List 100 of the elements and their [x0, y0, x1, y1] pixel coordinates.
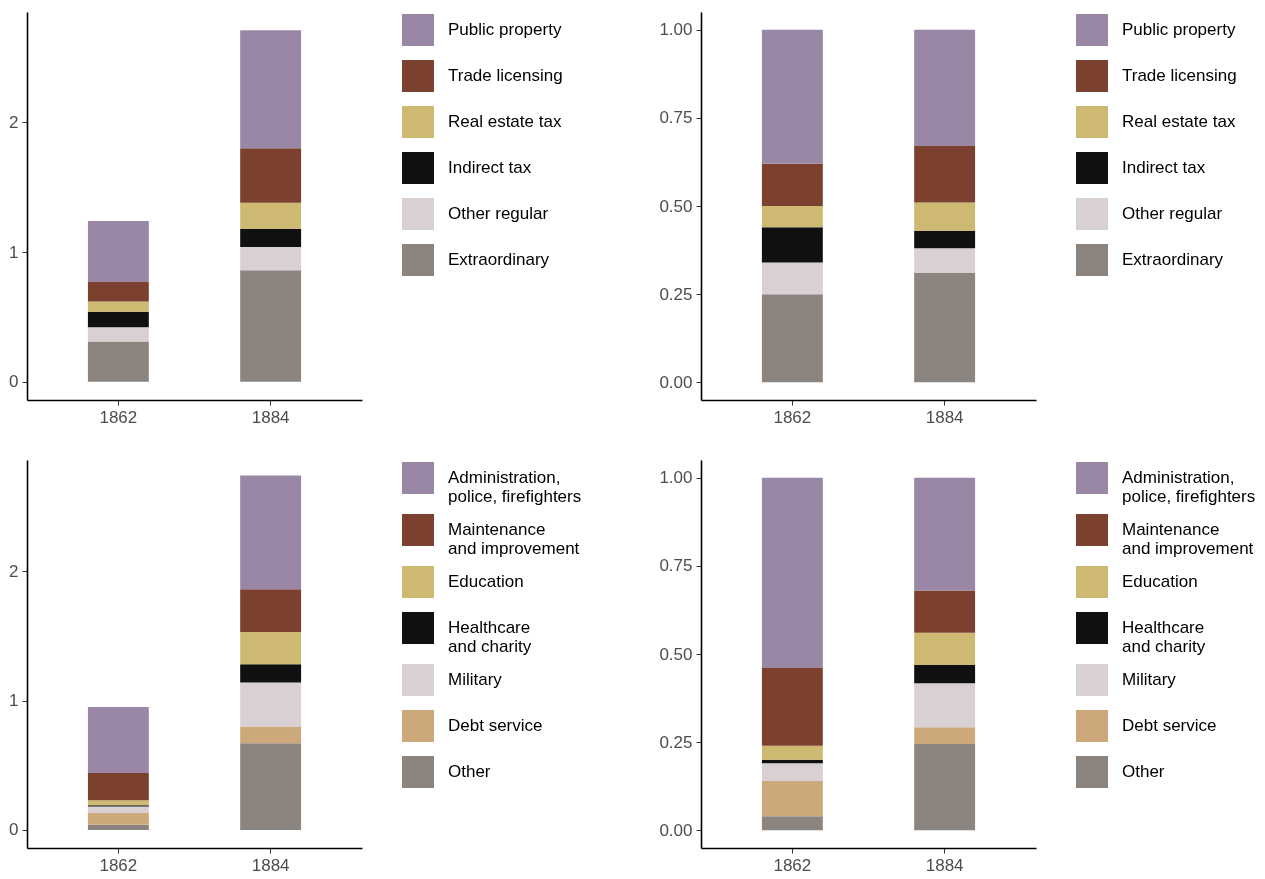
legend-label: Public property — [1122, 20, 1236, 39]
bar — [914, 664, 976, 684]
bar — [914, 248, 976, 274]
bar — [240, 589, 302, 633]
bar — [87, 327, 149, 342]
bar — [914, 29, 976, 147]
bar — [87, 281, 149, 302]
x-tick-label: 1884 — [925, 855, 964, 875]
y-tick-label: 0.75 — [659, 556, 693, 576]
bar — [240, 30, 302, 149]
bar — [87, 800, 149, 806]
x-tick-label: 1862 — [773, 855, 812, 875]
legend-label: Other regular — [448, 204, 549, 223]
bar — [240, 228, 302, 247]
legend-label: Debt service — [448, 716, 543, 735]
x-tick-label: 1862 — [99, 855, 138, 875]
legend-label: Military — [1122, 670, 1177, 689]
bar — [240, 682, 302, 727]
legend-label: Maintenance and improvement — [448, 520, 580, 558]
bar — [240, 148, 302, 203]
legend-label: Indirect tax — [448, 158, 532, 177]
bar — [87, 311, 149, 328]
legend-label: Indirect tax — [1122, 158, 1206, 177]
x-tick-label: 1862 — [99, 407, 138, 427]
y-tick-label: 0.25 — [659, 732, 693, 752]
bar — [914, 590, 976, 633]
bar — [914, 743, 976, 831]
bar — [914, 477, 976, 591]
y-tick-label: 0 — [9, 372, 19, 392]
bar — [87, 824, 149, 830]
x-tick-label: 1884 — [251, 855, 290, 875]
legend-label: Education — [448, 572, 524, 591]
bar — [87, 813, 149, 825]
bar — [761, 816, 823, 831]
bar — [761, 163, 823, 206]
bar — [761, 668, 823, 746]
bar — [240, 246, 302, 271]
y-tick-label: 0.50 — [659, 196, 693, 216]
y-tick-label: 1.00 — [659, 468, 693, 488]
y-tick-label: 0.50 — [659, 644, 693, 664]
bar — [240, 202, 302, 229]
legend-label: Debt service — [1122, 716, 1217, 735]
legend-label: Other — [448, 762, 491, 781]
bar — [87, 707, 149, 773]
bar — [914, 146, 976, 203]
bar — [761, 780, 823, 817]
bar — [240, 743, 302, 830]
legend-label: Extraordinary — [1122, 250, 1224, 269]
legend-label: Maintenance and improvement — [1122, 520, 1254, 558]
legend-label: Real estate tax — [448, 112, 562, 131]
bar — [240, 726, 302, 744]
bar — [914, 727, 976, 744]
bar — [761, 745, 823, 760]
legend-label: Healthcare and charity — [448, 618, 532, 656]
x-tick-label: 1884 — [925, 407, 964, 427]
bar — [914, 632, 976, 665]
bar — [761, 294, 823, 383]
y-tick-label: 0.75 — [659, 108, 693, 128]
bar — [761, 477, 823, 669]
bar — [761, 763, 823, 781]
y-tick-label: 1 — [9, 242, 19, 262]
legend-label: Education — [1122, 572, 1198, 591]
legend-label: Extraordinary — [448, 250, 550, 269]
y-tick-label: 1.00 — [659, 20, 693, 40]
legend-label: Administration, police, firefighters — [1122, 468, 1256, 506]
y-tick-label: 0.00 — [659, 820, 693, 840]
bar — [240, 475, 302, 590]
bar — [914, 202, 976, 231]
bar — [761, 29, 823, 164]
legend-label: Military — [448, 670, 503, 689]
x-tick-label: 1884 — [251, 407, 290, 427]
bar — [87, 772, 149, 801]
bar — [87, 301, 149, 312]
legend-label: Trade licensing — [1122, 66, 1237, 85]
bar — [87, 220, 149, 282]
y-tick-label: 1 — [9, 691, 19, 711]
y-tick-label: 2 — [9, 112, 19, 132]
bar — [761, 262, 823, 295]
bar — [240, 632, 302, 665]
bar — [914, 273, 976, 383]
legend-label: Real estate tax — [1122, 112, 1236, 131]
legend-label: Public property — [448, 20, 562, 39]
y-tick-label: 0 — [9, 820, 19, 840]
y-tick-label: 0.00 — [659, 372, 693, 392]
y-tick-label: 0.25 — [659, 284, 693, 304]
bar — [761, 206, 823, 228]
legend-label: Administration, police, firefighters — [448, 468, 582, 506]
bar — [240, 664, 302, 683]
bar — [240, 270, 302, 382]
bar — [87, 806, 149, 814]
bar — [914, 230, 976, 249]
bar — [761, 227, 823, 263]
bar — [914, 683, 976, 728]
x-tick-label: 1862 — [773, 407, 812, 427]
bar — [87, 341, 149, 382]
legend-label: Healthcare and charity — [1122, 618, 1206, 656]
legend-label: Other regular — [1122, 204, 1223, 223]
legend-label: Other — [1122, 762, 1165, 781]
legend-label: Trade licensing — [448, 66, 563, 85]
y-tick-label: 2 — [9, 561, 19, 581]
